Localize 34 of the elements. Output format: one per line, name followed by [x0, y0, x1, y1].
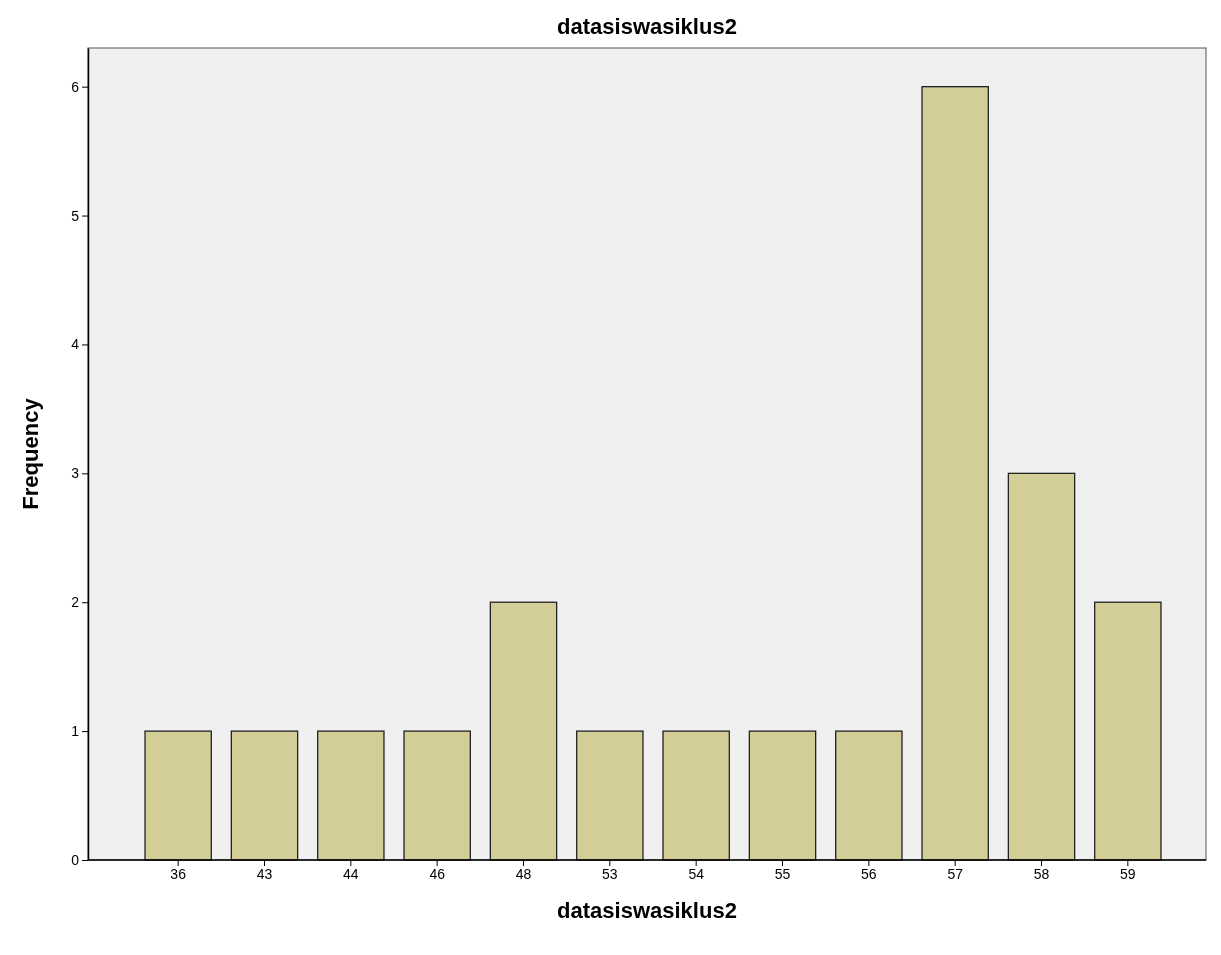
bar: [748, 730, 817, 861]
x-tick-label: 43: [256, 865, 273, 882]
bar: [576, 730, 644, 861]
y-tick-label: 6: [71, 78, 80, 95]
x-tick-label: 56: [861, 865, 877, 882]
bar: [662, 730, 730, 861]
bar: [489, 601, 558, 861]
x-tick-label: 54: [688, 865, 705, 882]
bar: [230, 730, 299, 861]
x-axis-title: datasiswasiklus2: [557, 898, 737, 923]
bar: [144, 730, 212, 861]
x-tick-label: 57: [947, 865, 964, 882]
bar: [317, 730, 385, 861]
y-tick-label: 0: [71, 851, 80, 868]
chart-title: datasiswasiklus2: [557, 14, 737, 39]
x-tick-label: 44: [343, 865, 359, 882]
y-axis-title: Frequency: [18, 397, 43, 510]
y-tick-label: 1: [71, 723, 80, 740]
bar: [835, 730, 903, 861]
x-tick-label: 55: [774, 865, 791, 882]
x-tick-label: 46: [429, 865, 446, 882]
x-tick-label: 36: [170, 865, 187, 882]
x-tick-label: 48: [515, 865, 532, 882]
y-tick-label: 2: [71, 594, 80, 611]
bar: [921, 86, 989, 861]
x-tick-label: 53: [602, 865, 618, 882]
x-tick-label: 58: [1033, 865, 1050, 882]
y-tick-label: 4: [71, 336, 80, 353]
y-tick-label: 5: [71, 207, 80, 224]
bar: [1007, 472, 1076, 861]
y-tick-label: 3: [71, 465, 80, 482]
bar: [1094, 601, 1162, 861]
bar: [403, 730, 471, 861]
x-tick-label: 59: [1120, 865, 1136, 882]
